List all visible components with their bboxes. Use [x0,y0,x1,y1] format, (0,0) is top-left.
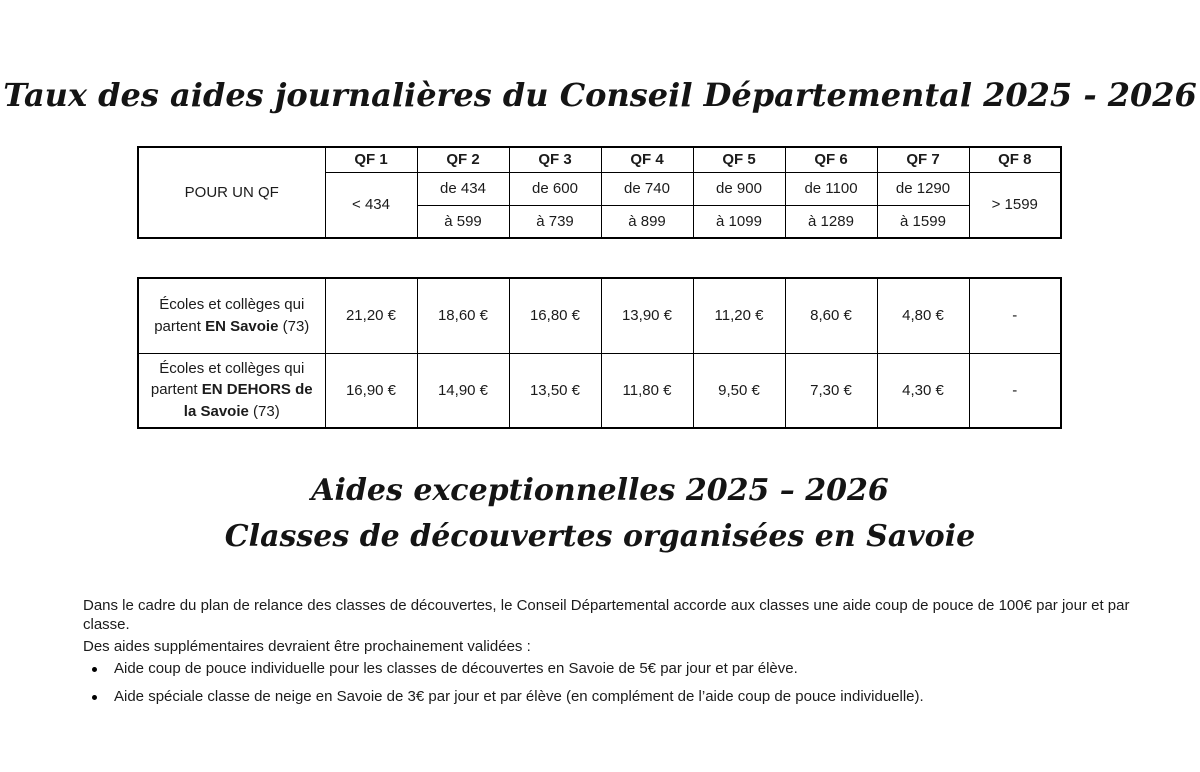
qf-header-cell: QF 1 [324,146,418,173]
intro-paragraph: Dans le cadre du plan de relance des cla… [83,597,1130,633]
rate-cell: 21,20 € [324,277,418,354]
qf-header-cell: QF 6 [784,146,878,173]
bullet-text: Aide coup de pouce individuelle pour les… [114,660,798,677]
bullet-text: Aide spéciale classe de neige en Savoie … [114,688,924,705]
rate-cell: 7,30 € [784,352,878,429]
qf-to-row: à 599 à 739 à 899 à 1099 à 1289 à 1599 [138,204,1061,239]
qf-from-row: < 434 de 434 de 600 de 740 de 900 de 110… [138,171,1062,239]
qf-to-cell: à 1289 [784,204,878,239]
rate-cell: 4,30 € [876,352,970,429]
row-label-suffix: (73) [248,403,280,421]
qf-to-cell: à 1099 [692,204,786,239]
qf-from-cell: de 900 [692,171,786,206]
row-label-suffix: (73) [278,317,310,335]
qf-header-cell: QF 5 [692,146,786,173]
qf-header-cell: QF 4 [600,146,694,173]
qf-header-cell: QF 7 [876,146,970,173]
qf-to-cell: à 1599 [876,204,970,239]
additional-aids-intro: Des aides supplémentaires devraient être… [83,638,531,655]
rate-cell: 4,80 € [876,277,970,354]
rate-cell: 18,60 € [416,277,510,354]
secondary-title-line1: Aides exceptionnelles 2025 – 2026 [311,473,889,508]
qf-to-cell: à 899 [600,204,694,239]
rate-cell: - [968,277,1062,354]
qf-to-cell: à 739 [508,204,602,239]
qf-row-header: POUR UN QF [137,146,326,239]
qf8-range-cell: > 1599 [968,171,1062,239]
rate-cell: 14,90 € [416,352,510,429]
rate-cell: - [968,352,1062,429]
row-label-text: Écoles et collèges qui partent [154,296,305,335]
rate-cell: 16,80 € [508,277,602,354]
qf-from-cell: de 434 [416,171,510,206]
row-label-bold: EN DEHORS de la Savoie [183,381,313,421]
qf-to-cell: à 599 [416,204,510,239]
rate-cell: 9,50 € [692,352,786,429]
rate-cell: 13,50 € [508,352,602,429]
qf-from-cell: de 740 [600,171,694,206]
qf-from-cell: de 1100 [784,171,878,206]
qf-header-cell: QF 2 [416,146,510,173]
qf1-range-cell: < 434 [324,171,418,239]
table-row: Écoles et collèges qui partent EN Savoie… [137,277,1062,354]
qf-from-cell: de 1290 [876,171,970,206]
bullet-icon [92,667,97,672]
table-row: Écoles et collèges qui partent EN DEHORS… [137,352,1062,429]
rate-cell: 11,80 € [600,352,694,429]
rate-cell: 13,90 € [600,277,694,354]
row-label: Écoles et collèges qui partent EN DEHORS… [137,352,326,429]
bullet-icon [92,695,97,700]
rate-cell: 16,90 € [324,352,418,429]
qf-header-cell: QF 8 [968,146,1062,173]
list-item: Aide coup de pouce individuelle pour les… [90,660,1150,678]
daily-rates-table: Écoles et collèges qui partent EN Savoie… [137,277,1062,429]
row-label-bold: EN Savoie [205,317,279,335]
rate-cell: 11,20 € [692,277,786,354]
secondary-title: Aides exceptionnelles 2025 – 2026 Classe… [0,468,1200,560]
list-item: Aide spéciale classe de neige en Savoie … [90,688,1150,706]
qf-header-cell: QF 3 [508,146,602,173]
qf-header-row: POUR UN QF QF 1 QF 2 QF 3 QF 4 QF 5 QF 6… [137,146,1062,239]
secondary-title-line2: Classes de découvertes organisées en Sav… [224,519,976,554]
page-title: Taux des aides journalières du Conseil D… [3,76,1197,114]
row-label-text: Écoles et collèges qui partent [150,359,305,399]
qf-from-cell: de 600 [508,171,602,206]
rate-cell: 8,60 € [784,277,878,354]
aids-bullet-list: Aide coup de pouce individuelle pour les… [90,660,1150,716]
qf-ranges-table: POUR UN QF QF 1 QF 2 QF 3 QF 4 QF 5 QF 6… [137,146,1062,239]
row-label: Écoles et collèges qui partent EN Savoie… [137,277,326,354]
